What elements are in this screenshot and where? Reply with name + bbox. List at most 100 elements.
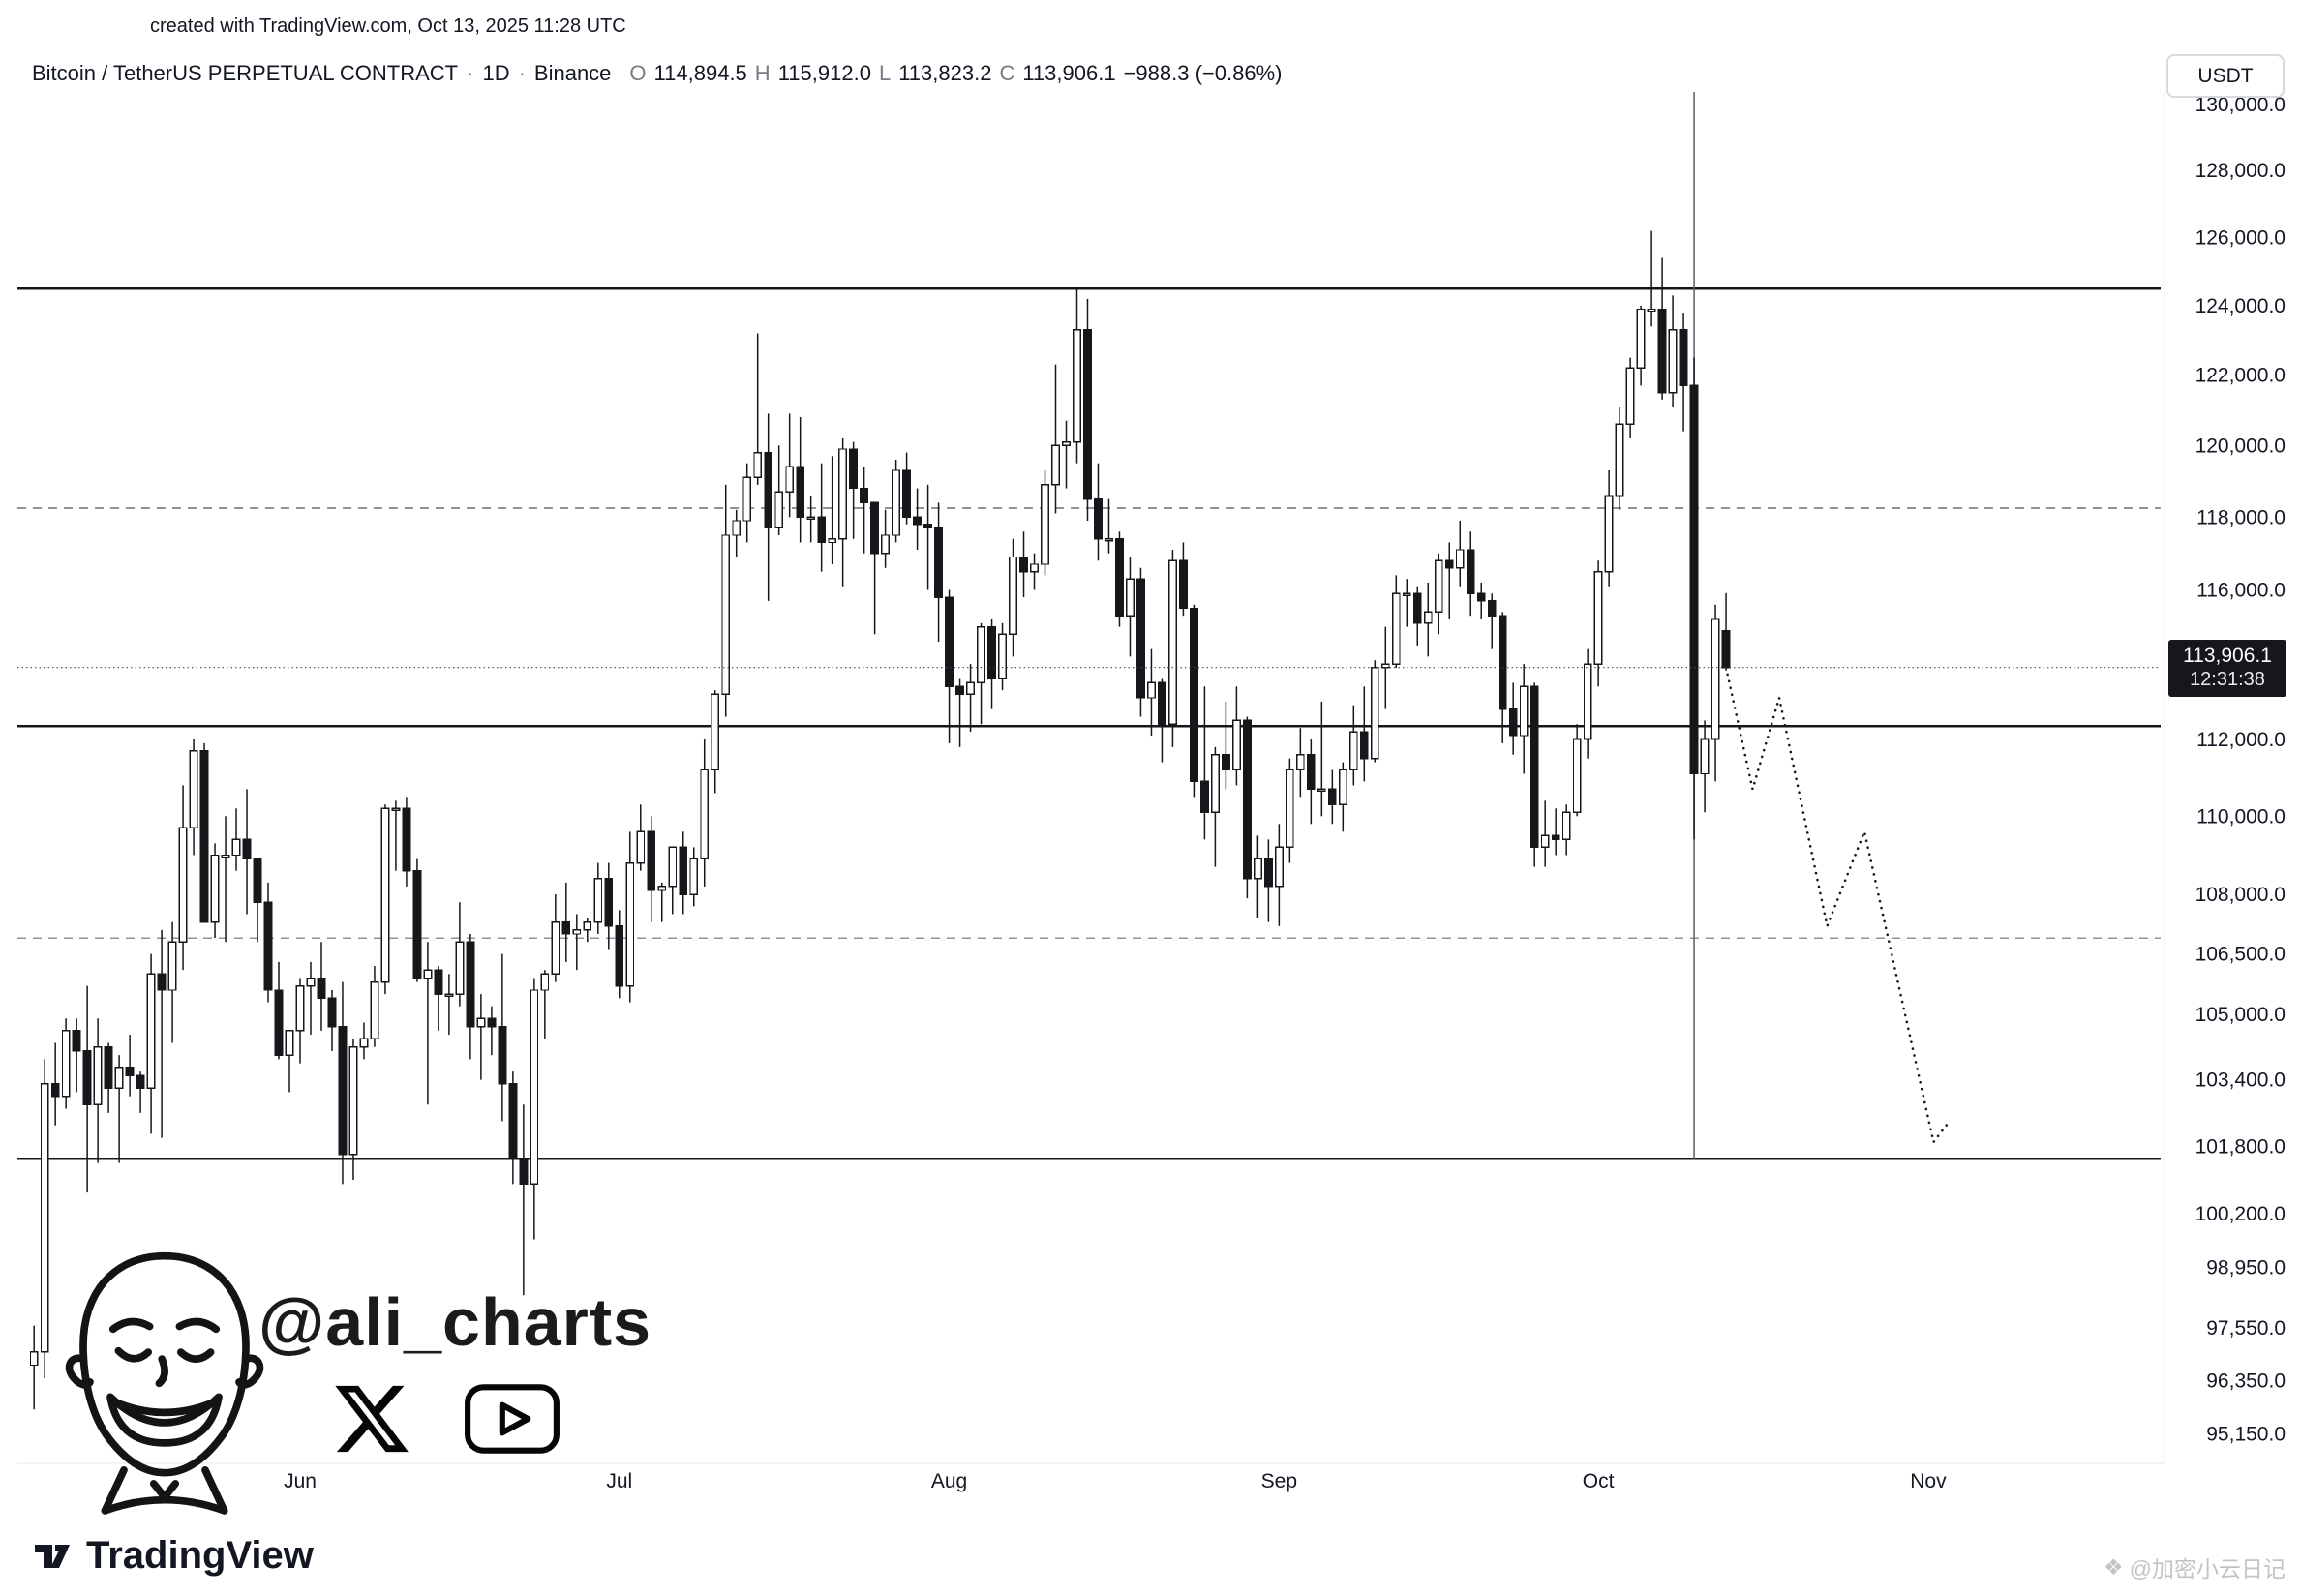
candle xyxy=(1540,800,1550,867)
candle-body xyxy=(1115,538,1124,617)
candle-body xyxy=(1105,538,1113,542)
candle xyxy=(476,994,486,1080)
candle-body xyxy=(1615,423,1624,497)
month-label: Aug xyxy=(931,1470,967,1492)
candle-body xyxy=(636,830,646,864)
tradingview-footer-logo[interactable]: TradingView xyxy=(29,1533,314,1578)
candle xyxy=(380,804,390,995)
candle-body xyxy=(1200,780,1209,813)
candle-body xyxy=(1231,719,1241,771)
symbol-legend[interactable]: Bitcoin / TetherUS PERPETUAL CONTRACT · … xyxy=(32,61,1282,86)
candle-body xyxy=(455,941,465,995)
tradingview-brand-text: TradingView xyxy=(86,1533,314,1577)
candle-body xyxy=(136,1074,145,1089)
candle-body xyxy=(1529,685,1539,849)
candle xyxy=(1295,728,1305,798)
candle xyxy=(1487,593,1497,649)
candle-body xyxy=(1508,708,1518,737)
candle xyxy=(551,894,560,982)
candle-body xyxy=(1019,556,1028,573)
candle-body xyxy=(1051,444,1060,486)
candle xyxy=(1263,839,1273,922)
candle xyxy=(263,882,273,1003)
candle-body xyxy=(1295,754,1305,771)
candle xyxy=(870,501,880,635)
candle xyxy=(466,933,475,1060)
candle-body xyxy=(881,534,891,555)
candle xyxy=(1190,604,1198,798)
candle xyxy=(40,1059,49,1379)
candle xyxy=(796,417,805,543)
candle-body xyxy=(721,534,731,695)
candle xyxy=(1179,542,1188,617)
candle xyxy=(1657,257,1667,400)
exchange-label: Binance xyxy=(533,61,612,85)
candle-body xyxy=(753,451,763,479)
candle-body xyxy=(338,1025,348,1156)
candle xyxy=(189,738,198,856)
candle xyxy=(1041,470,1049,576)
candle-body xyxy=(1147,681,1156,699)
candle-body xyxy=(1348,731,1358,771)
candle xyxy=(487,1006,497,1056)
candle xyxy=(82,985,92,1193)
candle xyxy=(1391,575,1401,668)
candle-body xyxy=(498,1025,507,1085)
candle xyxy=(1647,230,1656,327)
month-label: Jun xyxy=(284,1470,317,1492)
candle-body xyxy=(1434,559,1443,614)
candle xyxy=(1115,531,1124,627)
interval-label[interactable]: 1D xyxy=(482,61,510,85)
candle-body xyxy=(998,633,1007,680)
price-tick-label: 103,400.0 xyxy=(2195,1069,2286,1092)
candle-body xyxy=(1455,549,1465,569)
price-tick-label: 110,000.0 xyxy=(2196,805,2286,828)
candle xyxy=(498,953,507,1122)
candle-body xyxy=(104,1046,113,1089)
month-label: Nov xyxy=(1910,1470,1947,1492)
candle-body xyxy=(29,1351,39,1367)
candle-body xyxy=(1636,308,1646,370)
candle xyxy=(1126,557,1135,657)
youtube-icon xyxy=(465,1384,560,1454)
candle xyxy=(285,1030,294,1093)
candle xyxy=(1721,592,1731,671)
candle-body xyxy=(1466,549,1475,595)
low-value: 113,823.2 xyxy=(898,61,992,85)
candle-body xyxy=(72,1030,81,1052)
candle xyxy=(1423,582,1433,657)
candle-body xyxy=(1359,731,1369,760)
candle-body xyxy=(1306,754,1316,791)
price-tick-label: 116,000.0 xyxy=(2196,580,2286,602)
candle-body xyxy=(1423,611,1433,624)
candle-body xyxy=(253,858,262,903)
candle xyxy=(1434,553,1443,635)
symbol-title[interactable]: Bitcoin / TetherUS PERPETUAL CONTRACT xyxy=(32,61,459,85)
candle-body xyxy=(306,977,316,987)
current-price-badge[interactable]: 113,906.1 12:31:38 xyxy=(2168,639,2286,697)
corner-watermark-text: @加密小云日记 xyxy=(2129,1556,2286,1581)
candle-body xyxy=(1094,497,1103,540)
candle-body xyxy=(913,516,922,526)
candle xyxy=(1030,553,1039,590)
candle-body xyxy=(434,969,443,995)
candle-body xyxy=(370,980,379,1039)
candle xyxy=(402,797,411,887)
candle-body xyxy=(870,501,880,555)
x-twitter-icon xyxy=(335,1385,409,1453)
candle-body xyxy=(945,596,954,687)
candle-body xyxy=(860,487,869,504)
candle-body xyxy=(1179,559,1188,610)
currency-toggle-button[interactable]: USDT xyxy=(2166,54,2285,98)
price-tick-label: 96,350.0 xyxy=(2206,1370,2286,1392)
candle xyxy=(146,953,156,1134)
candle xyxy=(902,452,912,525)
candle xyxy=(1073,288,1081,464)
candle xyxy=(700,738,710,887)
projection-path[interactable] xyxy=(1724,666,1952,1146)
close-label: C xyxy=(999,61,1015,85)
candle-body xyxy=(689,858,699,895)
candle-body xyxy=(1136,578,1145,699)
candle xyxy=(1572,724,1582,817)
candle xyxy=(306,961,316,1036)
